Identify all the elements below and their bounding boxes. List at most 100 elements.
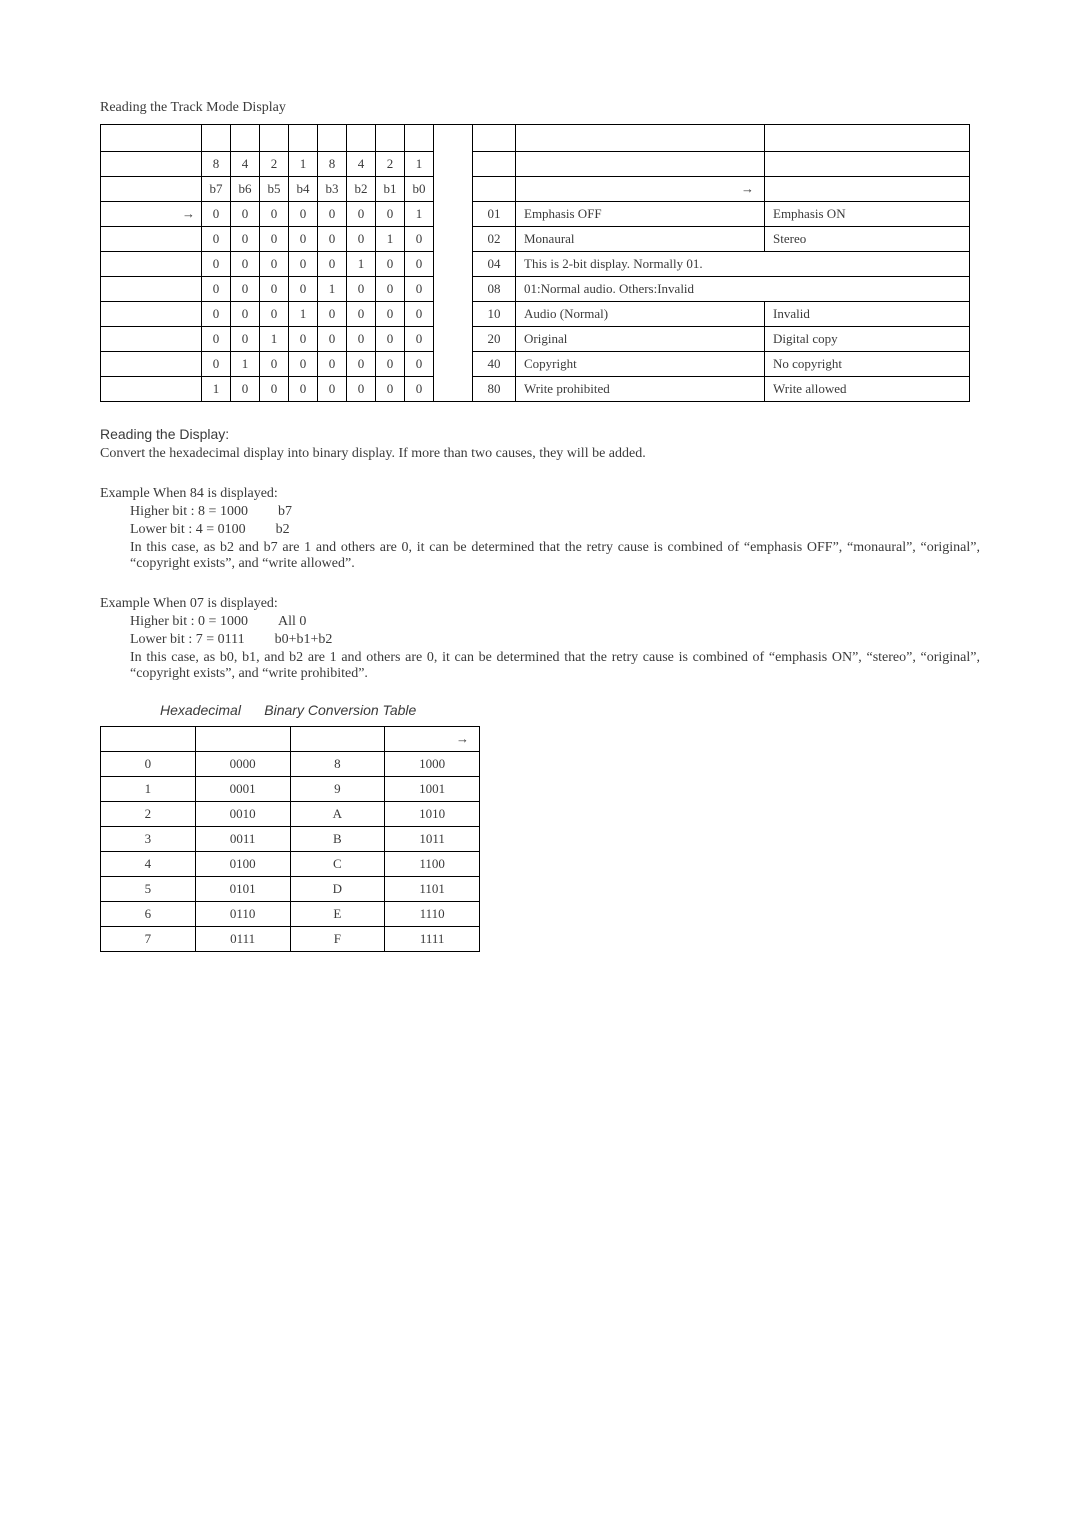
track-bit: 0 [376, 352, 405, 377]
track-bit: 1 [376, 227, 405, 252]
conv-cell: 4 [101, 852, 196, 877]
track-bit: 0 [318, 377, 347, 402]
track-bit: 0 [318, 252, 347, 277]
conv-title: Hexadecimal Binary Conversion Table [160, 702, 980, 718]
track-desc-1: No copyright [765, 352, 970, 377]
conv-row: 20010A1010 [101, 802, 480, 827]
track-bit: 0 [231, 327, 260, 352]
track-bit: 0 [202, 352, 231, 377]
track-bit: 0 [376, 252, 405, 277]
conv-cell: A [290, 802, 385, 827]
conv-cell: 1000 [385, 752, 480, 777]
track-row: 000010000801:Normal audio. Others:Invali… [101, 277, 970, 302]
track-row-bitlabels: b7b6b5b4b3b2b1b0→ [101, 177, 970, 202]
ex84-line2: Lower bit : 4 = 0100b2 [130, 522, 980, 538]
track-bit: 0 [202, 327, 231, 352]
track-bit: 1 [231, 352, 260, 377]
conv-cell: 5 [101, 877, 196, 902]
track-bit: 0 [289, 202, 318, 227]
conv-row: 1000191001 [101, 777, 480, 802]
track-bit-label: b2 [347, 177, 376, 202]
conv-cell: 1111 [385, 927, 480, 952]
conv-cell: D [290, 877, 385, 902]
conv-row: 60110E1110 [101, 902, 480, 927]
track-bit: 0 [376, 277, 405, 302]
track-desc-1: Invalid [765, 302, 970, 327]
track-weight: 4 [231, 152, 260, 177]
conv-cell: 6 [101, 902, 196, 927]
track-bit-label: b6 [231, 177, 260, 202]
track-bit-label: b1 [376, 177, 405, 202]
track-row: →0000000101Emphasis OFFEmphasis ON [101, 202, 970, 227]
conv-cell: 0101 [195, 877, 290, 902]
page-title: Reading the Track Mode Display [100, 100, 980, 116]
track-bit: 0 [289, 352, 318, 377]
conv-cell: 1 [101, 777, 196, 802]
ex84-l1b: b7 [278, 504, 292, 519]
conv-title-a: Hexadecimal [160, 702, 241, 718]
conversion-table: →0000081000100019100120010A101030011B101… [100, 726, 480, 952]
conv-cell: 0100 [195, 852, 290, 877]
track-hex: 04 [473, 252, 516, 277]
track-bit-label: b4 [289, 177, 318, 202]
track-weight: 4 [347, 152, 376, 177]
track-desc-1: Write allowed [765, 377, 970, 402]
conv-cell: 0 [101, 752, 196, 777]
conv-cell: 1010 [385, 802, 480, 827]
track-hex: 08 [473, 277, 516, 302]
track-bit: 1 [347, 252, 376, 277]
ex84-body: In this case, as b2 and b7 are 1 and oth… [130, 540, 980, 572]
conv-row: 0000081000 [101, 752, 480, 777]
track-bit: 0 [405, 302, 434, 327]
track-row: 0000001002MonauralStereo [101, 227, 970, 252]
track-hex: 40 [473, 352, 516, 377]
track-bit: 0 [260, 227, 289, 252]
track-bit: 0 [289, 252, 318, 277]
conv-cell: 3 [101, 827, 196, 852]
track-hex: 80 [473, 377, 516, 402]
conv-cell: 0111 [195, 927, 290, 952]
track-weight: 1 [289, 152, 318, 177]
track-bit: 1 [289, 302, 318, 327]
track-desc: This is 2-bit display. Normally 01. [516, 252, 970, 277]
track-desc-0: Original [516, 327, 765, 352]
conv-title-b: Binary Conversion Table [264, 702, 416, 718]
ex07-title: Example When 07 is displayed: [100, 596, 980, 612]
conv-cell: 0011 [195, 827, 290, 852]
track-weight: 2 [260, 152, 289, 177]
track-weight: 1 [405, 152, 434, 177]
conv-cell: 0010 [195, 802, 290, 827]
track-bit: 0 [202, 277, 231, 302]
track-bit: 0 [231, 277, 260, 302]
track-bit: 0 [376, 202, 405, 227]
track-desc: 01:Normal audio. Others:Invalid [516, 277, 970, 302]
track-bit: 0 [347, 352, 376, 377]
track-row: 0001000010Audio (Normal)Invalid [101, 302, 970, 327]
conv-cell: 1011 [385, 827, 480, 852]
ex07-line1: Higher bit : 0 = 1000All 0 [130, 614, 980, 630]
track-bit-label: b3 [318, 177, 347, 202]
track-hex: 10 [473, 302, 516, 327]
conv-cell: 2 [101, 802, 196, 827]
track-bit: 0 [231, 252, 260, 277]
ex84-l2b: b2 [276, 522, 290, 537]
conv-cell: 0000 [195, 752, 290, 777]
ex84-title: Example When 84 is displayed: [100, 486, 980, 502]
track-row: 1000000080Write prohibitedWrite allowed [101, 377, 970, 402]
track-bit: 0 [260, 202, 289, 227]
arrow-icon: → [182, 206, 195, 221]
track-bit: 0 [405, 352, 434, 377]
track-hex: 02 [473, 227, 516, 252]
track-bit: 0 [405, 227, 434, 252]
conv-row: 50101D1101 [101, 877, 480, 902]
conv-cell: 1101 [385, 877, 480, 902]
track-bit: 0 [231, 227, 260, 252]
conv-header: → [101, 727, 480, 752]
track-bit: 1 [202, 377, 231, 402]
ex07-l1b: All 0 [278, 614, 306, 629]
track-bit: 0 [405, 327, 434, 352]
track-bit: 0 [231, 302, 260, 327]
track-bit: 0 [260, 252, 289, 277]
track-bit: 0 [202, 252, 231, 277]
track-bit: 0 [202, 302, 231, 327]
